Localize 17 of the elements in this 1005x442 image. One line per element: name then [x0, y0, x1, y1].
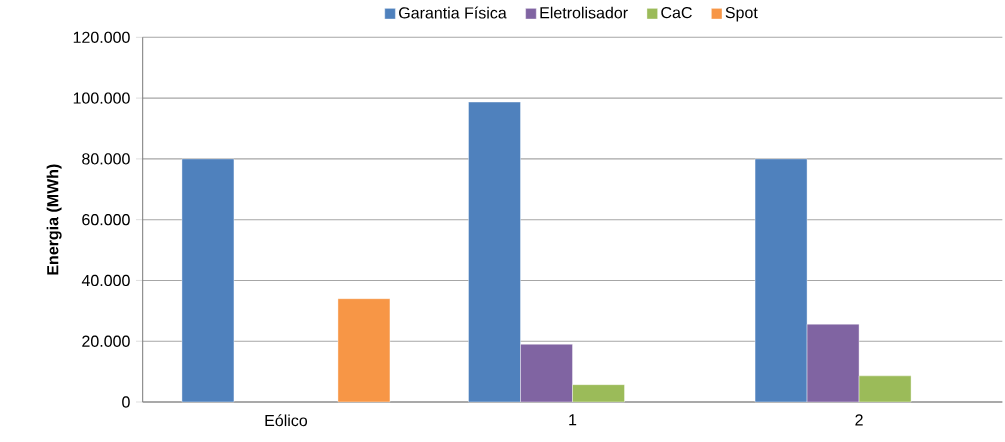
x-tick-label: 1	[569, 414, 577, 426]
x-tick-label: 2	[855, 414, 863, 426]
y-tick-label: 120.000	[73, 31, 130, 43]
legend-label: Eletrolisador	[540, 6, 628, 19]
bar	[337, 298, 391, 403]
x-tick-label: Eólico	[265, 414, 308, 427]
legend-label: CaC	[661, 6, 692, 19]
legend-label: Garantia Física	[399, 6, 507, 19]
y-tick-label: 0	[122, 396, 130, 408]
y-tick-label: 100.000	[73, 92, 130, 104]
y-axis-title: Energia (MWh)	[46, 164, 62, 275]
y-tick-label: 40.000	[81, 274, 130, 287]
y-tick-label: 80.000	[82, 153, 130, 165]
legend-label: Spot	[725, 6, 758, 22]
y-tick-label: 20.000	[82, 335, 130, 347]
bar	[181, 158, 235, 403]
y-tick-label: 60.000	[82, 214, 130, 226]
